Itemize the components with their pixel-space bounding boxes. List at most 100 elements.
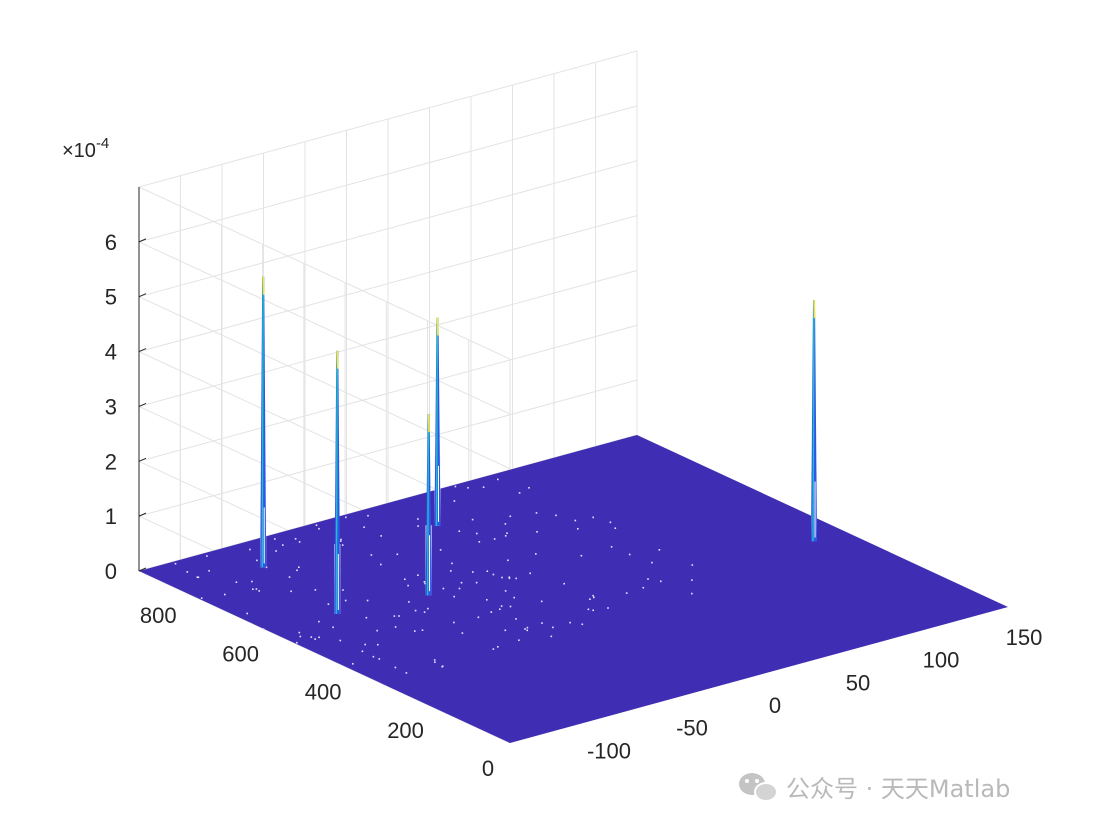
surface-speckle <box>249 548 251 551</box>
surface-speckle <box>450 570 452 572</box>
surface-speckle <box>421 629 424 631</box>
peak-highlight <box>261 276 264 568</box>
surface-speckle <box>296 641 298 644</box>
surface-speckle <box>174 562 177 565</box>
surface-speckle <box>628 553 631 556</box>
y-tick-labels: 0 200 400 600 800 <box>140 603 494 781</box>
peak-highlight <box>426 414 430 596</box>
surface-speckle <box>535 512 538 514</box>
surface-speckle <box>299 635 302 638</box>
surface-speckle <box>235 581 238 583</box>
surface-speckle <box>614 527 617 529</box>
surface-speckle <box>607 607 609 609</box>
surface-speckle <box>500 605 503 607</box>
surface-peak <box>425 414 432 596</box>
watermark-text: 公众号 · 天天Matlab <box>786 775 1010 803</box>
surface-speckle <box>246 612 248 615</box>
surface-speckle <box>497 478 499 481</box>
surface-speckle <box>589 598 591 600</box>
surface-speckle <box>252 588 254 590</box>
surface-speckle <box>404 578 406 581</box>
surface-speckle <box>208 570 210 572</box>
z-tick-mark <box>138 238 147 243</box>
surface-speckle <box>298 566 300 568</box>
surface-speckle <box>380 535 382 537</box>
surface-speckle <box>478 541 481 543</box>
surface-speckle <box>339 639 342 642</box>
surface-speckle <box>691 579 693 581</box>
z-tick-labels: 0 1 2 3 4 5 6 <box>105 230 147 584</box>
surface-speckle <box>515 618 517 620</box>
surface-speckle <box>332 626 334 629</box>
surface-speckle <box>458 587 461 590</box>
watermark: 公众号 · 天天Matlab <box>739 773 1010 803</box>
z-tick-label: 0 <box>105 559 117 584</box>
surface-speckle <box>327 603 330 605</box>
surface-speckle <box>493 538 496 540</box>
surface-speckle <box>592 516 594 519</box>
surface-speckle <box>555 514 557 517</box>
surface-speckle <box>471 518 474 521</box>
surface-speckle <box>508 576 511 578</box>
surface-speckle <box>288 576 291 578</box>
surface-speckle <box>417 525 419 527</box>
surface-speckle <box>458 530 461 532</box>
surface-speckle <box>513 596 515 599</box>
surface-speckle <box>434 661 436 663</box>
peak-tip <box>813 300 816 319</box>
surface-speckle <box>518 492 521 494</box>
surface-speckle <box>318 527 320 530</box>
surface-speckle <box>518 639 520 641</box>
surface-speckle <box>318 620 320 623</box>
surface-speckle <box>361 650 364 653</box>
surface-peak <box>434 317 441 526</box>
surface-speckle <box>364 643 366 646</box>
surface-speckle <box>515 577 517 580</box>
surface-speckle <box>424 582 426 585</box>
surface-speckle <box>492 573 495 576</box>
surface-speckle <box>314 638 316 640</box>
z-tick-label: 6 <box>105 230 117 255</box>
surface-speckle <box>504 629 507 632</box>
z-tick-label: 2 <box>105 449 117 474</box>
surface-speckle <box>339 540 342 542</box>
surface-speckle <box>318 636 320 639</box>
surface-speckle <box>501 576 503 579</box>
z-tick-mark <box>138 512 147 517</box>
surface-speckle <box>550 635 553 638</box>
surface-speckle <box>526 629 528 632</box>
y-tick-label: 800 <box>140 603 177 628</box>
surface-speckle <box>535 553 537 555</box>
surface-speckle <box>258 590 260 592</box>
surface-speckle <box>507 559 509 562</box>
y-tick-label: 400 <box>305 680 342 705</box>
surface-speckle <box>592 594 594 597</box>
x-tick-label: 150 <box>1006 625 1043 650</box>
surface-speckle <box>256 559 258 562</box>
surface-speckle <box>490 611 493 613</box>
z-exponent-label: ×10-4 <box>62 135 109 162</box>
surface-speckle <box>393 615 396 617</box>
surface-speckle <box>423 581 426 583</box>
surface-speckle <box>524 628 526 630</box>
surface-speckle <box>296 569 298 572</box>
surface-speckle <box>255 588 258 590</box>
surface-speckles <box>174 478 694 674</box>
surface-speckle <box>408 601 410 603</box>
surface-speckle <box>427 607 429 610</box>
x-tick-labels: -100 -50 0 50 100 150 <box>587 625 1042 763</box>
surface-speckle <box>342 589 344 591</box>
surface-speckle <box>453 621 455 624</box>
surface-speckle <box>610 546 613 548</box>
surface-speckle <box>460 581 463 584</box>
surface-speckle <box>528 487 530 489</box>
surface-speckle <box>526 626 529 629</box>
surface-speckle <box>499 608 501 610</box>
surface-speckle <box>467 487 469 489</box>
surface-speckle <box>394 626 397 628</box>
surface-speckle <box>563 582 565 585</box>
surface-speckle <box>197 576 200 579</box>
surface-speckle <box>660 580 662 583</box>
peak-tip <box>436 317 439 336</box>
